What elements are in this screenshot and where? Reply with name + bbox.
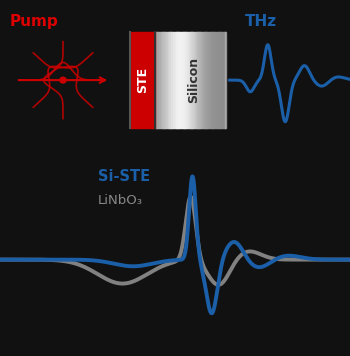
- Bar: [162, 32, 164, 128]
- Bar: [157, 32, 159, 128]
- Bar: [180, 32, 182, 128]
- Bar: [192, 32, 194, 128]
- Bar: [220, 32, 222, 128]
- Text: LiNbO₃: LiNbO₃: [98, 194, 143, 207]
- Bar: [204, 32, 206, 128]
- Bar: [190, 32, 192, 128]
- Bar: [211, 32, 214, 128]
- Bar: [164, 32, 166, 128]
- Bar: [215, 32, 217, 128]
- Bar: [222, 32, 224, 128]
- Text: THz: THz: [245, 15, 277, 30]
- Bar: [182, 32, 184, 128]
- Bar: [206, 32, 208, 128]
- Ellipse shape: [60, 77, 66, 83]
- Bar: [194, 32, 196, 128]
- Bar: [176, 32, 178, 128]
- Bar: [173, 32, 175, 128]
- Bar: [178, 32, 180, 128]
- Bar: [203, 32, 205, 128]
- Bar: [199, 32, 201, 128]
- Bar: [187, 32, 189, 128]
- Bar: [217, 32, 219, 128]
- Bar: [196, 32, 198, 128]
- Bar: [210, 32, 212, 128]
- Bar: [171, 32, 173, 128]
- Bar: [166, 32, 168, 128]
- Bar: [161, 32, 163, 128]
- Bar: [218, 32, 220, 128]
- Bar: [155, 32, 158, 128]
- Bar: [189, 32, 191, 128]
- Bar: [208, 32, 210, 128]
- Text: Si-STE: Si-STE: [98, 169, 150, 184]
- Bar: [130, 32, 155, 128]
- Bar: [201, 32, 203, 128]
- Text: Silicon: Silicon: [187, 57, 201, 103]
- Text: Pump: Pump: [10, 15, 58, 30]
- Bar: [159, 32, 161, 128]
- Bar: [197, 32, 199, 128]
- Text: STE: STE: [136, 67, 149, 93]
- Bar: [185, 32, 187, 128]
- Bar: [168, 32, 170, 128]
- Bar: [213, 32, 215, 128]
- Bar: [169, 32, 172, 128]
- Bar: [183, 32, 186, 128]
- Bar: [175, 32, 177, 128]
- Bar: [224, 32, 226, 128]
